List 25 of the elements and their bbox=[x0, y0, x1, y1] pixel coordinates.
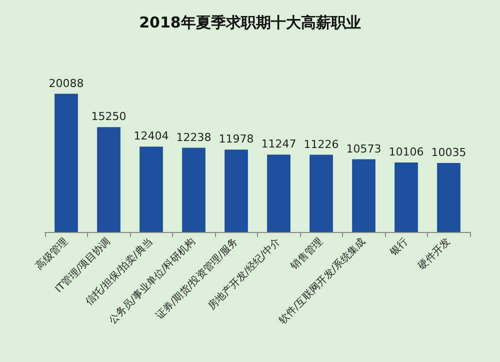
bar bbox=[267, 154, 290, 232]
x-tick-label: 高级管理 bbox=[33, 235, 70, 272]
bar bbox=[140, 146, 163, 232]
data-label: 12238 bbox=[176, 130, 212, 144]
bar bbox=[97, 127, 120, 232]
x-tick-label: 银行 bbox=[388, 236, 410, 259]
data-label: 10106 bbox=[388, 145, 424, 158]
bar bbox=[394, 162, 418, 232]
data-label: 20088 bbox=[48, 76, 84, 90]
chart-title: 2018年夏季求职期十大高薪职业 bbox=[139, 14, 361, 32]
data-label: 11226 bbox=[304, 138, 339, 151]
bar bbox=[352, 159, 376, 232]
x-tick-label: 销售管理 bbox=[288, 235, 326, 273]
bar bbox=[54, 94, 78, 232]
bar bbox=[310, 154, 333, 232]
data-label: 12404 bbox=[134, 130, 169, 143]
data-label: 10035 bbox=[431, 146, 466, 159]
data-label: 11978 bbox=[218, 132, 254, 146]
data-label: 11247 bbox=[261, 138, 296, 151]
bar bbox=[437, 162, 460, 232]
x-tick-label: 硬件开发 bbox=[416, 236, 453, 272]
data-label: 10573 bbox=[346, 142, 382, 156]
bar bbox=[182, 148, 206, 232]
bar bbox=[224, 150, 248, 232]
data-label: 15250 bbox=[91, 110, 126, 124]
